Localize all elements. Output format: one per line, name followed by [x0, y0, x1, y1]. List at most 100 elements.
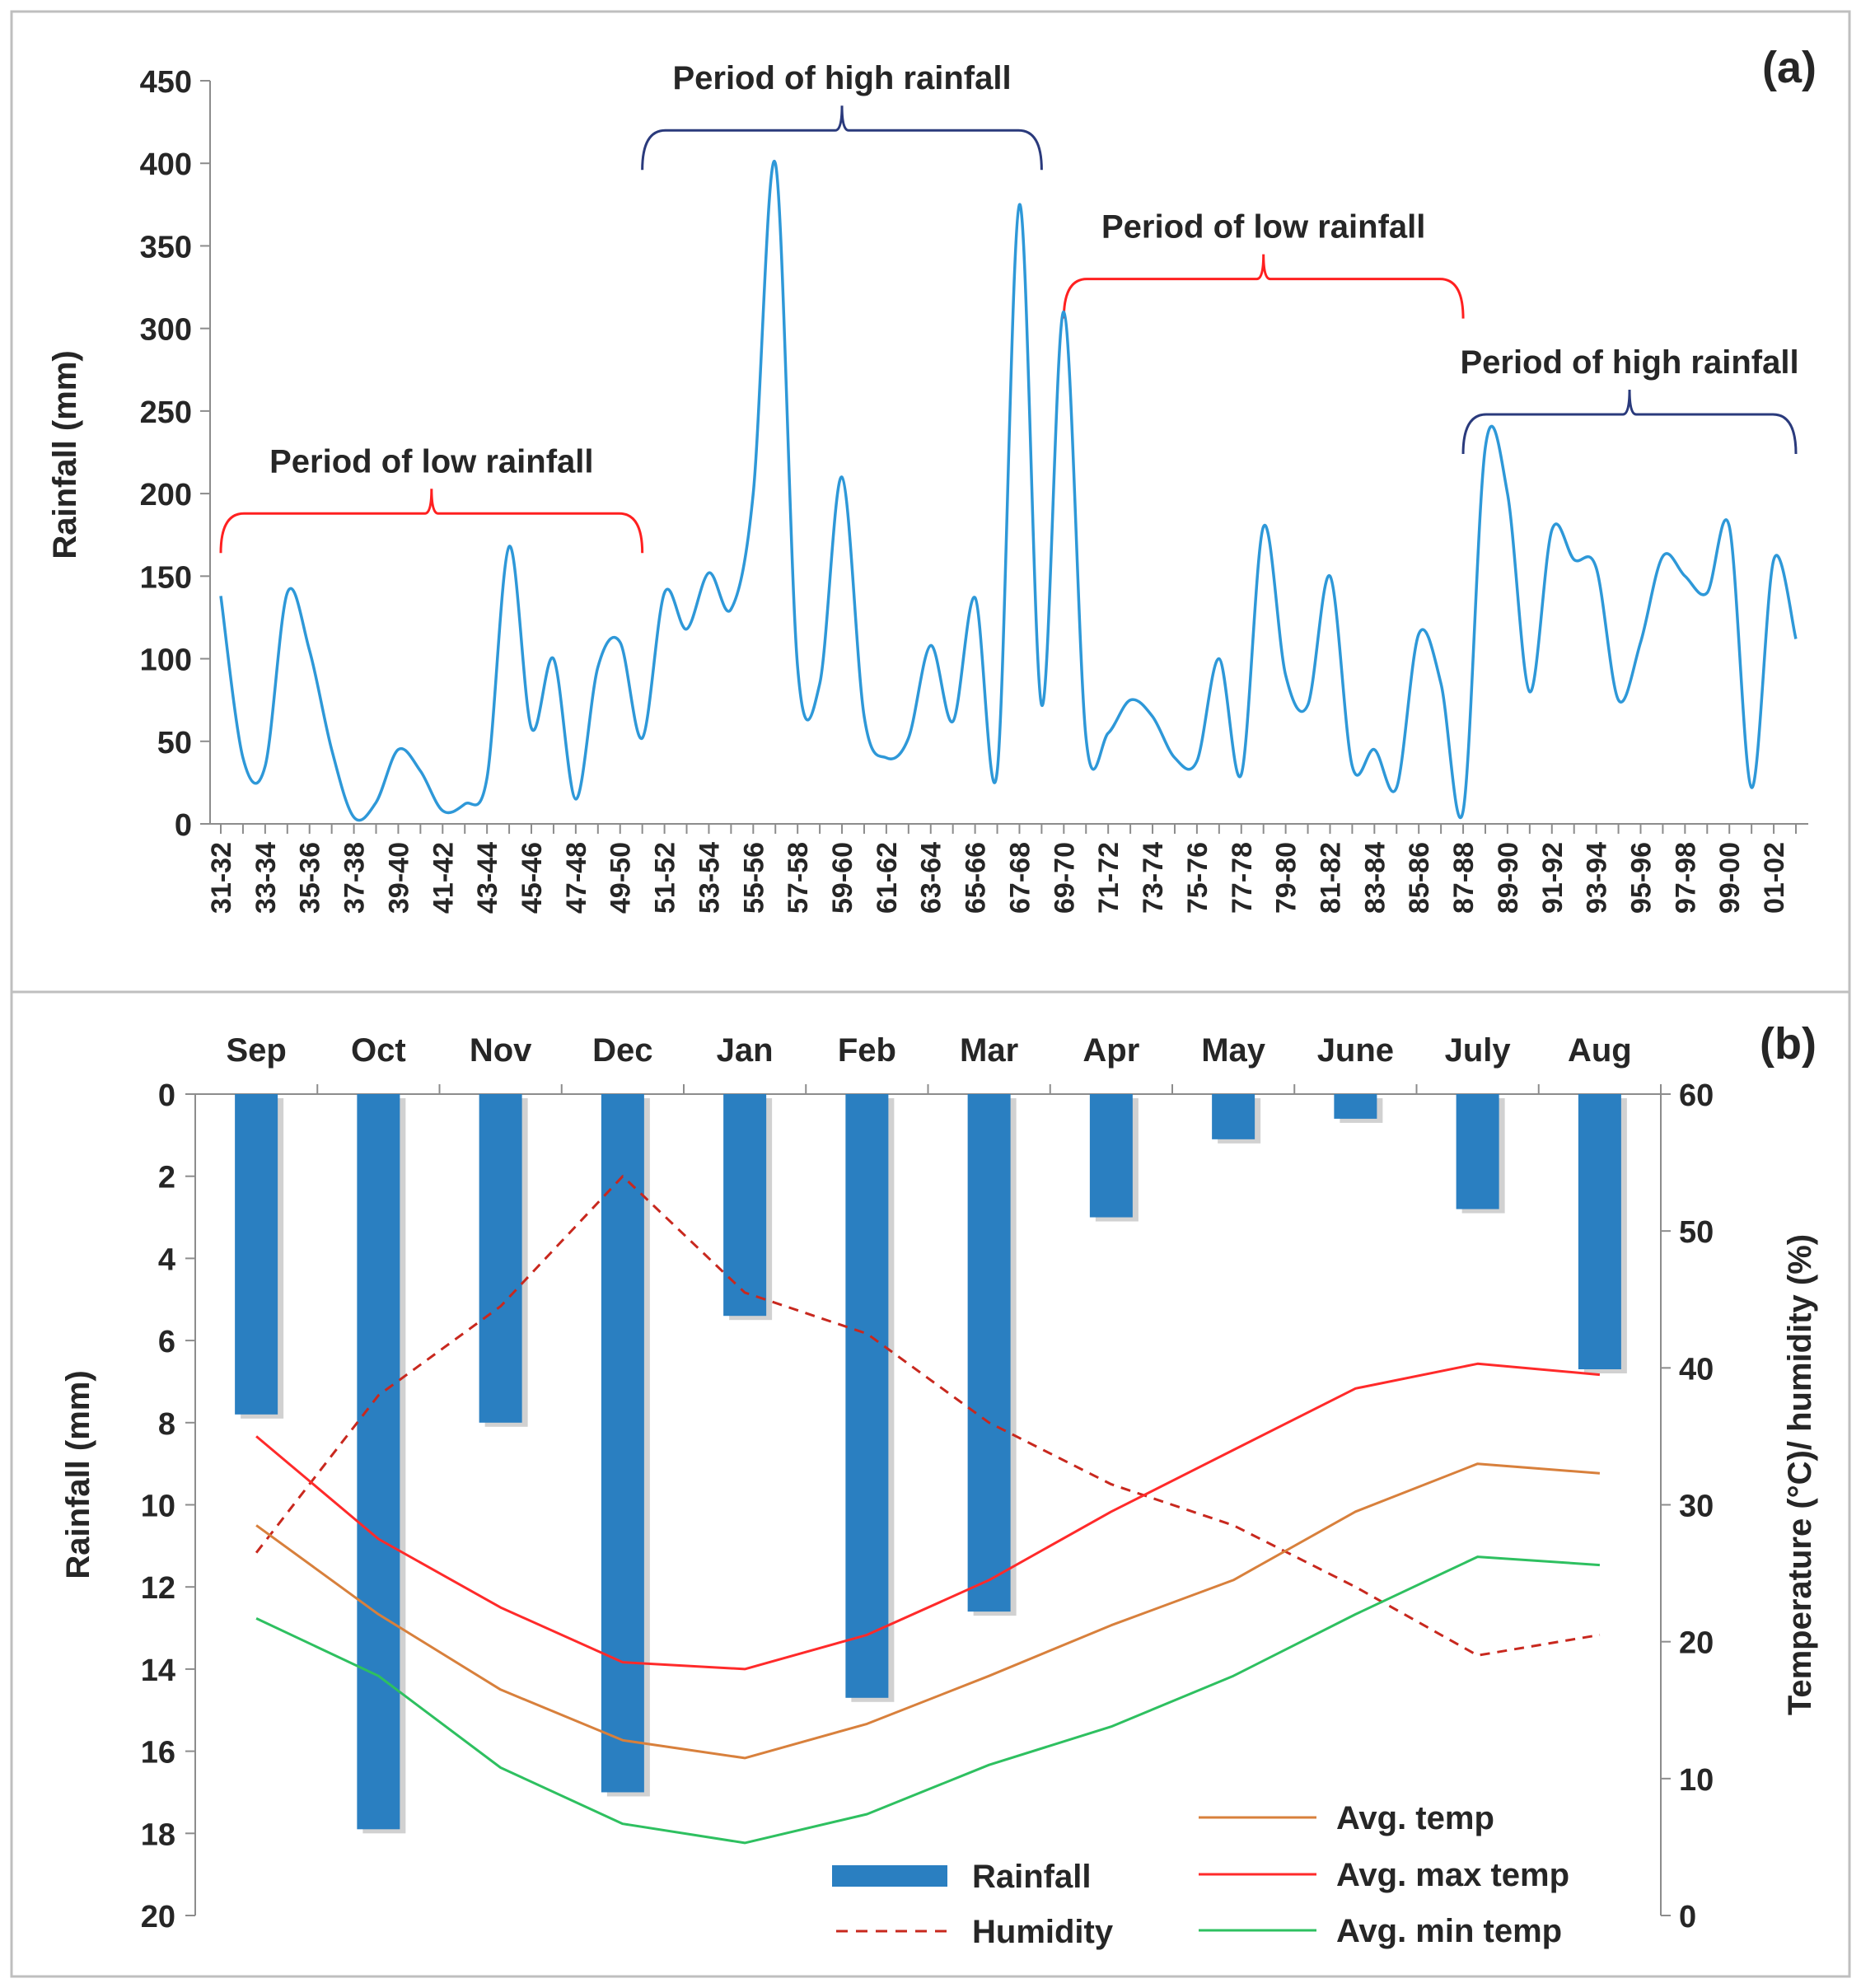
panel-a-x-tick-label: 37-38: [339, 842, 371, 914]
panel-b-series-lines: [255, 1175, 1601, 1845]
panel-a-x-tick-label: 85-86: [1404, 842, 1435, 914]
panel-b-x-tick-label: May: [1201, 1032, 1266, 1069]
panel-a-x-tick-label: 63-64: [916, 842, 947, 914]
panel-b-rainfall-bar: [1578, 1094, 1621, 1369]
panel-b-y-tick-label: 10: [141, 1490, 175, 1524]
panel-a-y-tick-label: 0: [175, 808, 192, 843]
panel-a-x-tick-label: 49-50: [606, 842, 637, 914]
panel-a-x-tick-label: 31-32: [206, 842, 237, 914]
panel-b-x-tick-label: Dec: [592, 1032, 652, 1069]
panel-a-x-tick-label: 83-84: [1359, 842, 1391, 914]
panel-b-y-tick-label: 8: [158, 1407, 175, 1442]
panel-b-y-tick-label: 18: [141, 1817, 175, 1852]
panel-b-rainfall-bar: [601, 1094, 644, 1793]
panel-b-y-tick-label: 6: [158, 1325, 175, 1359]
panel-b-x-tick-label: Mar: [960, 1032, 1018, 1069]
panel-b-line-humidity: [255, 1175, 1601, 1657]
panel-a-x-tick-label: 95-96: [1625, 842, 1657, 914]
panel-b-y-axis-label: Rainfall (mm): [60, 1370, 96, 1579]
panel-a-x-tick-label: 41-42: [428, 842, 459, 914]
panel-b-y-tick-label: 20: [141, 1900, 175, 1934]
panel-a-x-tick-label: 61-62: [872, 842, 903, 914]
figure-frame: [10, 10, 1851, 1978]
panel-b-line-avg-min-temp: [255, 1555, 1601, 1845]
panel-a-x-tick-label: 67-68: [1004, 842, 1036, 914]
panel-a-x-tick-label: 79-80: [1271, 842, 1302, 914]
panel-b-rainfall-bar: [1456, 1094, 1499, 1209]
panel-a-label: (a): [1762, 43, 1817, 92]
panel-a-x-tick-label: 69-70: [1049, 842, 1080, 914]
panel-b-y2-tick-label: 50: [1679, 1215, 1714, 1250]
panel-a-x-tick-label: 93-94: [1582, 842, 1613, 914]
panel-a-x-tick-label: 39-40: [383, 842, 414, 914]
panel-b-legend-label: Humidity: [972, 1914, 1114, 1950]
panel-b-legend-label: Rainfall: [972, 1859, 1091, 1895]
panel-a-x-tick-label: 35-36: [295, 842, 326, 914]
panel-a-x-tick-label: 47-48: [561, 842, 592, 914]
panel-a-x-tick-label: 87-88: [1448, 842, 1480, 914]
panel-b-rainfall-bar: [1334, 1094, 1377, 1119]
panel-a-rainfall-timeseries: (a) Rainfall (mm) 0 50 100 150 200 250 300 350 4…: [47, 43, 1817, 914]
panel-a-x-axis: 31-32 33-34 35-36 37-38 39-40 41-42 43-44 45-46…: [206, 823, 1808, 914]
panel-b-rainfall-bar: [235, 1094, 278, 1415]
panel-b-legend-label: Avg. min temp: [1336, 1913, 1562, 1949]
panel-a-x-tick-label: 01-02: [1759, 842, 1790, 914]
panel-a-y-tick-label: 350: [140, 230, 192, 264]
panel-a-x-tick-label: 97-98: [1670, 842, 1701, 914]
panel-a-y-tick-label: 300: [140, 313, 192, 348]
panel-b-axes: 0 2 4 6 8 10 12 14 16 18 20 0 10 20 30 40 50 60 Sep Oct Nov D…: [141, 1032, 1714, 1934]
panel-b-legend-label: Avg. max temp: [1336, 1857, 1569, 1893]
panel-b-rainfall-bar: [845, 1094, 889, 1698]
panel-b-y-tick-label: 14: [141, 1654, 175, 1688]
panel-a-y-tick-label: 450: [140, 65, 192, 100]
panel-b-y-tick-label: 0: [158, 1078, 175, 1113]
panel-a-x-tick-label: 73-74: [1138, 842, 1169, 914]
panel-a-x-tick-label: 45-46: [517, 842, 548, 914]
panel-a-rainfall-line: [219, 159, 1798, 822]
panel-a-y-axis: 0 50 100 150 200 250 300 350 400 450: [140, 65, 211, 843]
panel-b-y-tick-label: 12: [141, 1571, 175, 1606]
panel-a-y-tick-label: 200: [140, 478, 192, 512]
panel-a-x-tick-label: 57-58: [783, 842, 814, 914]
panel-b-x-tick-label: Feb: [838, 1032, 896, 1069]
panel-b-rainfall-bar: [357, 1094, 400, 1830]
panel-b-y2-axis-label: Temperature (°C)/ humidity (%): [1782, 1234, 1818, 1715]
panel-a-period-bracket: [1461, 389, 1798, 454]
panel-b-x-tick-label: Oct: [351, 1032, 406, 1069]
panel-b-y-tick-label: 16: [141, 1736, 175, 1770]
panel-a-x-tick-label: 55-56: [738, 842, 769, 914]
panel-a-y-axis-label: Rainfall (mm): [47, 350, 83, 559]
panel-a-x-tick-label: 77-78: [1227, 842, 1258, 914]
panel-a-annotations: Period of low rainfall Period of high rai…: [219, 60, 1799, 554]
panel-b-x-tick-label: Sep: [226, 1032, 286, 1069]
panel-b-x-tick-label: Aug: [1568, 1032, 1632, 1069]
panel-a-x-tick-label: 33-34: [250, 842, 282, 914]
panel-b-x-tick-label: Apr: [1082, 1032, 1139, 1069]
panel-b-rainfall-bar: [1212, 1094, 1255, 1139]
panel-b-y-tick-label: 4: [158, 1242, 175, 1277]
panel-b-legend-label: Avg. temp: [1336, 1800, 1494, 1836]
panel-a-period-label: Period of high rainfall: [672, 60, 1011, 96]
panel-b-x-tick-label: July: [1445, 1032, 1512, 1069]
panel-a-x-tick-label: 71-72: [1093, 842, 1125, 914]
panel-a-y-tick-label: 100: [140, 643, 192, 678]
panel-a-x-tick-label: 53-54: [694, 842, 725, 914]
panel-a-y-tick-label: 150: [140, 560, 192, 595]
panel-a-x-tick-label: 99-00: [1714, 842, 1746, 914]
panel-a-x-tick-label: 75-76: [1182, 842, 1213, 914]
panel-b-y2-tick-label: 30: [1679, 1490, 1714, 1524]
panel-a-period-label: Period of high rainfall: [1460, 344, 1798, 381]
panel-b-y2-tick-label: 40: [1679, 1352, 1714, 1387]
panel-a-x-tick-label: 59-60: [827, 842, 858, 914]
panel-a-y-tick-label: 400: [140, 147, 192, 182]
panel-a-period-label: Period of low rainfall: [1101, 209, 1425, 246]
panel-b-monthly-climate: (b) Rainfall (mm) Temperature (°C)/ humi…: [60, 1019, 1818, 1950]
panel-b-rainfall-bar: [967, 1094, 1011, 1612]
panel-b-y2-tick-label: 60: [1679, 1078, 1714, 1113]
panel-a-x-tick-label: 65-66: [961, 842, 992, 914]
panel-a-x-tick-label: 89-90: [1493, 842, 1524, 914]
panel-a-x-tick-label: 91-92: [1537, 842, 1569, 914]
panel-b-label: (b): [1760, 1019, 1817, 1069]
panel-a-y-tick-label: 250: [140, 395, 192, 430]
